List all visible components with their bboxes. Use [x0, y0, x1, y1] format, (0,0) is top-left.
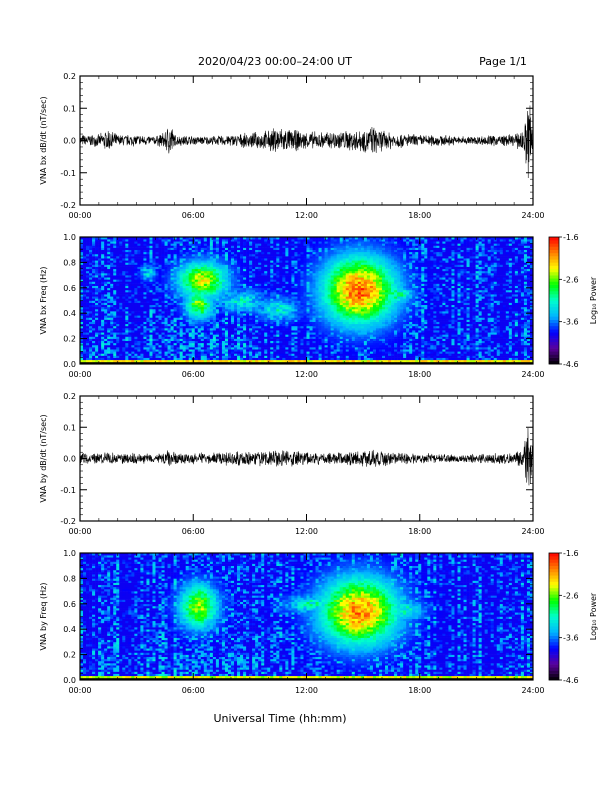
y-tick-label-2-3: -0.1	[60, 486, 76, 495]
colorbar-tick-label-1-3: -4.6	[563, 360, 579, 369]
colorbar-tick-label-3-0: -1.6	[563, 549, 579, 558]
panel-bx-waveform: 0.2 0.1 0.0 -0.1 -0.200:00 06:00 12:00 18:00 24:…	[39, 72, 545, 220]
x-tick-label-2-4: 24:00	[521, 527, 544, 536]
colorbar-tick-label-3-2: -3.6	[563, 634, 579, 643]
colorbar-tick-label-1-1: -2.6	[563, 275, 579, 284]
y-tick-label-1-5: 0.0	[63, 360, 76, 369]
x-tick-label-3-4: 24:00	[521, 686, 544, 695]
colorbar-tick-label-1-2: -3.6	[563, 318, 579, 327]
y-tick-label-3-0: 1.0	[63, 549, 76, 558]
plot-frame-3	[79, 552, 534, 681]
x-tick-label-0-2: 12:00	[295, 211, 318, 220]
colorbar-tick-label-3-3: -4.6	[563, 676, 579, 685]
y-tick-label-0-1: 0.1	[63, 104, 76, 113]
y-tick-label-3-5: 0.0	[63, 676, 76, 685]
x-tick-label-3-3: 18:00	[408, 686, 431, 695]
waveform-trace-2	[79, 427, 534, 486]
colorbar-3: -1.6 -2.6 -3.6 -4.6 Log₁₀ Power	[548, 549, 598, 685]
x-tick-label-2-1: 06:00	[182, 527, 205, 536]
x-tick-label-3-2: 12:00	[295, 686, 318, 695]
colorbar-tick-label-3-1: -2.6	[563, 591, 579, 600]
y-tick-label-0-4: -0.2	[60, 201, 76, 210]
x-tick-label-2-2: 12:00	[295, 527, 318, 536]
y-tick-label-1-0: 1.0	[63, 233, 76, 242]
x-axis-label: Universal Time (hh:mm)	[214, 712, 347, 725]
x-tick-label-0-4: 24:00	[521, 211, 544, 220]
x-tick-label-1-2: 12:00	[295, 370, 318, 379]
x-tick-label-1-0: 00:00	[68, 370, 91, 379]
waveform-trace-0	[79, 105, 534, 178]
y-tick-label-1-1: 0.8	[63, 258, 76, 267]
colorbar-frame-1	[548, 236, 560, 365]
panel-bx-spectrogram: 1.0 0.8 0.6 0.4 0.2 0.000:00 06:00 12:00 18:00 24…	[39, 233, 598, 379]
x-tick-label-0-0: 00:00	[68, 211, 91, 220]
y-tick-label-1-4: 0.2	[63, 335, 76, 344]
colorbar-1: -1.6 -2.6 -3.6 -4.6 Log₁₀ Power	[548, 233, 598, 369]
y-tick-label-0-0: 0.2	[63, 72, 76, 81]
colorbar-frame-3	[548, 552, 560, 681]
colorbar-label-3: Log₁₀ Power	[589, 592, 598, 640]
plot-frame-1	[79, 236, 534, 365]
y-tick-label-1-2: 0.6	[63, 284, 76, 293]
page-number: Page 1/1	[479, 55, 527, 68]
y-tick-label-2-4: -0.2	[60, 517, 76, 526]
spectrogram-cells-1	[80, 237, 534, 365]
y-tick-label-3-3: 0.4	[63, 625, 76, 634]
y-tick-label-3-4: 0.2	[63, 651, 76, 660]
y-tick-label-3-1: 0.8	[63, 574, 76, 583]
y-axis-label-2: VNA by dB/dt (nT/sec)	[39, 414, 48, 502]
y-tick-label-2-1: 0.1	[63, 423, 76, 432]
plot-frame-2	[79, 395, 534, 522]
colorbar-label-1: Log₁₀ Power	[589, 276, 598, 324]
panel-by-spectrogram: 1.0 0.8 0.6 0.4 0.2 0.000:00 06:00 12:00 18:00 24…	[39, 549, 598, 695]
y-tick-label-1-3: 0.4	[63, 309, 76, 318]
y-axis-label-3: VNA by Freq (Hz)	[39, 583, 48, 651]
y-tick-label-0-2: 0.0	[63, 137, 76, 146]
spectrogram-cells-3	[80, 553, 534, 681]
y-axis-label-0: VNA bx dB/dt (nT/sec)	[39, 96, 48, 184]
figure-title: 2020/04/23 00:00–24:00 UT	[198, 55, 352, 68]
y-axis-label-1: VNA bx Freq (Hz)	[39, 267, 48, 335]
y-tick-label-0-3: -0.1	[60, 169, 76, 178]
x-tick-label-1-3: 18:00	[408, 370, 431, 379]
y-tick-label-2-2: 0.0	[63, 455, 76, 464]
x-tick-label-2-3: 18:00	[408, 527, 431, 536]
x-tick-label-2-0: 00:00	[68, 527, 91, 536]
x-tick-label-0-1: 06:00	[182, 211, 205, 220]
y-tick-label-3-2: 0.6	[63, 600, 76, 609]
colorbar-tick-label-1-0: -1.6	[563, 233, 579, 242]
x-tick-label-3-1: 06:00	[182, 686, 205, 695]
x-tick-label-3-0: 00:00	[68, 686, 91, 695]
panel-by-waveform: 0.2 0.1 0.0 -0.1 -0.200:00 06:00 12:00 18:00 24:…	[39, 392, 545, 536]
x-tick-label-0-3: 18:00	[408, 211, 431, 220]
y-tick-label-2-0: 0.2	[63, 392, 76, 401]
plot-frame-0	[79, 75, 534, 206]
x-tick-label-1-4: 24:00	[521, 370, 544, 379]
x-tick-label-1-1: 06:00	[182, 370, 205, 379]
